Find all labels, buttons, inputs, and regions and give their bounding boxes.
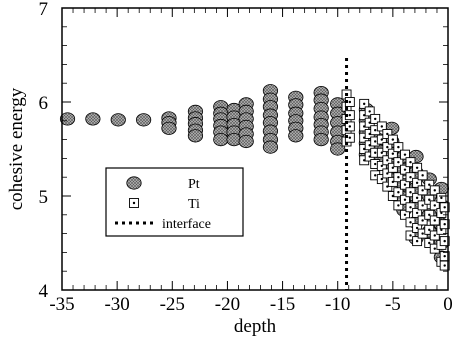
x-tick-label: -35 [49, 294, 74, 315]
ti-point [400, 209, 410, 220]
ti-point [417, 215, 428, 226]
legend-label: Pt [188, 177, 200, 192]
ti-point [429, 215, 440, 226]
ti-point [344, 121, 355, 132]
ti-point [400, 194, 410, 205]
pt-point [187, 129, 204, 143]
ti-point [424, 209, 435, 220]
ti-point [400, 149, 410, 160]
ti-point [424, 179, 435, 190]
ti-point [382, 168, 393, 179]
data-points-layer [59, 58, 450, 290]
y-tick-label: 4 [39, 281, 49, 302]
tick-labels: -35 -30 -25 -20 -15 -10 -5 0 4 5 6 7 [39, 0, 453, 315]
ti-point [376, 121, 387, 132]
series-ti [341, 89, 450, 271]
pt-point [238, 134, 254, 149]
ti-point [376, 134, 387, 145]
y-axis-title: cohesive energy [6, 87, 27, 210]
ti-point [405, 172, 416, 183]
legend: Pt Ti interface [105, 167, 244, 237]
ti-point [429, 230, 440, 241]
ti-point [382, 129, 393, 139]
ti-point [382, 155, 393, 166]
ti-point [364, 106, 375, 117]
y-tick-label: 7 [39, 0, 49, 20]
ti-point [405, 187, 416, 198]
ti-point [429, 185, 440, 196]
pt-point [330, 142, 346, 156]
ti-point [405, 157, 416, 168]
pt-point [85, 112, 101, 126]
ti-point [405, 202, 416, 213]
ti-point [393, 200, 404, 211]
x-tick-label: -25 [160, 294, 185, 315]
ti-point [393, 172, 404, 183]
ti-point [412, 236, 423, 247]
ti-point [439, 202, 450, 213]
ti-point [387, 162, 398, 173]
x-tick-label: -10 [325, 294, 350, 315]
x-axis-title: depth [234, 316, 277, 337]
ti-point [359, 98, 370, 109]
ti-point [405, 217, 416, 228]
ti-point [424, 224, 435, 235]
ti-point [424, 194, 435, 205]
pt-point [161, 121, 177, 135]
x-tick-label: 0 [443, 294, 453, 315]
ti-point [387, 134, 398, 145]
ti-point [417, 170, 428, 181]
ti-point [439, 219, 450, 230]
ti-point [376, 174, 387, 185]
ti-point [412, 162, 423, 173]
legend-item-interface: interface [115, 217, 211, 232]
ti-point [417, 185, 428, 196]
ti-point [412, 207, 423, 218]
pt-point [59, 112, 76, 126]
ti-point [429, 200, 440, 211]
ti-point [393, 157, 404, 168]
y-tick-label: 6 [39, 93, 49, 114]
x-tick-label: -30 [104, 294, 129, 315]
ti-point [439, 236, 450, 247]
pt-point [110, 113, 126, 127]
ti-point [412, 192, 423, 203]
y-tick-label: 5 [39, 187, 49, 208]
pt-point [136, 113, 152, 127]
ti-point [436, 192, 447, 203]
ti-point [412, 177, 423, 188]
ti-point [382, 142, 393, 153]
legend-swatch [129, 198, 139, 208]
ti-point [376, 147, 387, 158]
ti-point [370, 113, 381, 124]
ti-point [387, 148, 398, 159]
pt-point [262, 140, 279, 154]
x-tick-label: -20 [215, 294, 240, 315]
legend-label: interface [162, 217, 211, 232]
pt-point [313, 133, 329, 147]
ti-point [405, 230, 416, 241]
ti-point [424, 238, 435, 248]
ti-point [417, 200, 428, 211]
legend-swatch [126, 176, 142, 190]
ti-point [439, 260, 450, 271]
ti-point [412, 223, 423, 233]
ti-point [400, 164, 410, 175]
pt-point [288, 129, 304, 143]
x-tick-label: -5 [385, 294, 401, 315]
x-tick-label: -15 [270, 294, 295, 315]
ti-point [393, 187, 404, 198]
pt-point [213, 133, 229, 147]
legend-label: Ti [188, 197, 200, 212]
ti-point [376, 160, 387, 171]
legend-item-pt: Pt [126, 176, 200, 192]
legend-item-ti: Ti [129, 197, 200, 212]
ti-point [393, 142, 404, 153]
plot-frame [61, 7, 449, 291]
ti-point [400, 179, 410, 190]
axis-ticks [61, 7, 449, 291]
